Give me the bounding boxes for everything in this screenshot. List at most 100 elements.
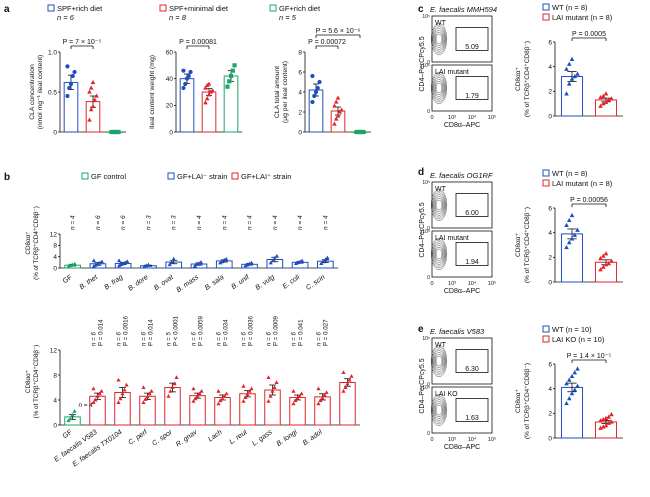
data-point	[167, 262, 172, 267]
bar-group	[85, 79, 101, 133]
panel-e: E. faecalis V583 WT 6.30 LAI KO 1.63 0 10³ 10⁴ 1…	[419, 325, 623, 451]
flow-gate	[455, 76, 489, 100]
data-point	[199, 388, 204, 393]
data-point	[99, 259, 105, 264]
legend-label: LAI mutant (n = 8)	[552, 13, 613, 22]
data-point	[598, 418, 603, 423]
data-point	[274, 380, 279, 385]
flow-tick: 0	[427, 382, 430, 388]
y-axis-label: CLA total amount	[274, 66, 281, 118]
flow-contour	[432, 26, 446, 52]
data-point	[191, 386, 196, 391]
n-label: n = 6	[91, 332, 98, 346]
data-point	[321, 259, 326, 264]
flow-label: WT	[435, 186, 447, 193]
data-point	[575, 71, 580, 76]
data-point	[141, 385, 146, 390]
legend-label: GF+rich diet	[279, 4, 321, 13]
y-tick-label: 40	[166, 76, 174, 83]
y-axis-label: (% of TCRβ⁺CD4⁺CD8β⁻)	[33, 206, 40, 280]
p-value: P = 0.041	[298, 319, 305, 346]
legend-label: GF+LAI⁺ strain	[241, 172, 291, 181]
y-tick-label: 2	[548, 411, 552, 418]
data-point	[575, 227, 580, 232]
data-point	[310, 73, 315, 79]
bar-group	[140, 262, 157, 269]
category-label: Lach	[207, 429, 224, 444]
data-point	[598, 94, 603, 100]
flow-tick: 10⁵	[422, 229, 430, 235]
flow-contour	[431, 395, 447, 425]
data-point	[97, 260, 103, 265]
n-label: n = 3	[171, 215, 178, 230]
data-point	[316, 401, 321, 406]
y-axis-label: CD8αα⁺	[25, 370, 32, 393]
flow-value: 1.79	[465, 93, 479, 100]
panel-label: b	[4, 172, 10, 183]
bar	[139, 395, 156, 426]
panel-label: a	[4, 4, 10, 15]
legend-swatch	[159, 4, 167, 12]
data-point	[222, 393, 227, 398]
bar-group	[594, 91, 618, 117]
data-point	[598, 256, 603, 261]
y-tick-label: 0	[53, 422, 57, 429]
p-value: P = 0.0005	[572, 31, 606, 38]
data-point	[569, 56, 575, 61]
n-label: n = 6	[216, 332, 223, 346]
p-value: P = 0.00072	[308, 39, 346, 46]
bar-group	[330, 95, 346, 133]
bar	[189, 395, 206, 426]
data-point	[87, 89, 92, 94]
data-point	[87, 117, 92, 122]
y-tick-label: 8	[298, 49, 302, 56]
p-value: P = 0.034	[223, 319, 230, 346]
bar-group	[560, 366, 584, 439]
data-point	[124, 382, 129, 387]
category-label: C. scin	[305, 274, 327, 292]
flow-contour	[431, 239, 447, 269]
y-tick-label: 0	[548, 113, 552, 120]
bar-group	[308, 73, 324, 133]
data-point	[224, 256, 229, 261]
data-point	[598, 103, 603, 108]
data-point	[361, 129, 366, 135]
bar	[289, 397, 306, 426]
data-point	[141, 400, 146, 405]
y-tick-label: 4	[548, 386, 552, 393]
data-point	[216, 388, 221, 393]
data-point	[203, 100, 208, 105]
y-tick-label: 0.5	[48, 89, 57, 96]
flow-tick: 10⁵	[488, 436, 496, 443]
y-axis-label: CLA concentration	[29, 64, 36, 120]
bar-group	[352, 129, 368, 135]
flow-contour	[435, 355, 443, 367]
data-point	[272, 256, 277, 260]
n-label: n = 4	[322, 215, 329, 230]
data-point	[186, 73, 191, 79]
data-point	[68, 416, 73, 421]
flow-contour	[431, 24, 447, 54]
flow-tick: 0	[427, 109, 430, 115]
bar-group	[215, 256, 233, 269]
data-point	[241, 398, 246, 403]
panel-title: E. faecalis MMH594	[430, 5, 497, 14]
flow-contour	[434, 352, 444, 370]
data-point	[122, 387, 127, 392]
data-point	[566, 377, 572, 382]
y-axis-label: Ileal content weight (mg)	[149, 55, 156, 129]
flow-contour	[433, 194, 445, 216]
data-point	[572, 370, 578, 375]
flow-tick: 10³	[448, 281, 456, 287]
data-point	[266, 398, 271, 403]
n-label: n = 6	[316, 332, 323, 346]
data-point	[65, 93, 70, 99]
n-label: n = 4	[221, 215, 228, 230]
flow-label: LAI mutant	[435, 69, 469, 76]
data-point	[149, 388, 154, 393]
flow-x-label: CD8α–APC	[444, 444, 480, 451]
flow-value: 6.30	[465, 366, 479, 373]
n-label: n = 6	[266, 332, 273, 346]
